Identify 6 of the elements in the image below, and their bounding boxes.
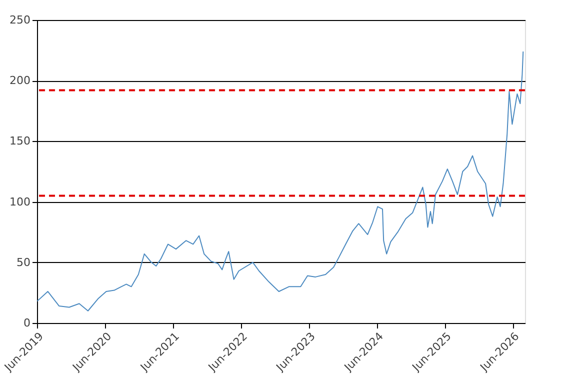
y-tick-label: 150 (10, 134, 30, 148)
y-tick-label: 200 (10, 74, 30, 88)
y-tick-label: 250 (10, 14, 30, 26)
y-tick-label: 100 (10, 195, 30, 208)
y-tick-label: 50 (16, 256, 30, 269)
y-tick-label: 0 (24, 316, 30, 330)
